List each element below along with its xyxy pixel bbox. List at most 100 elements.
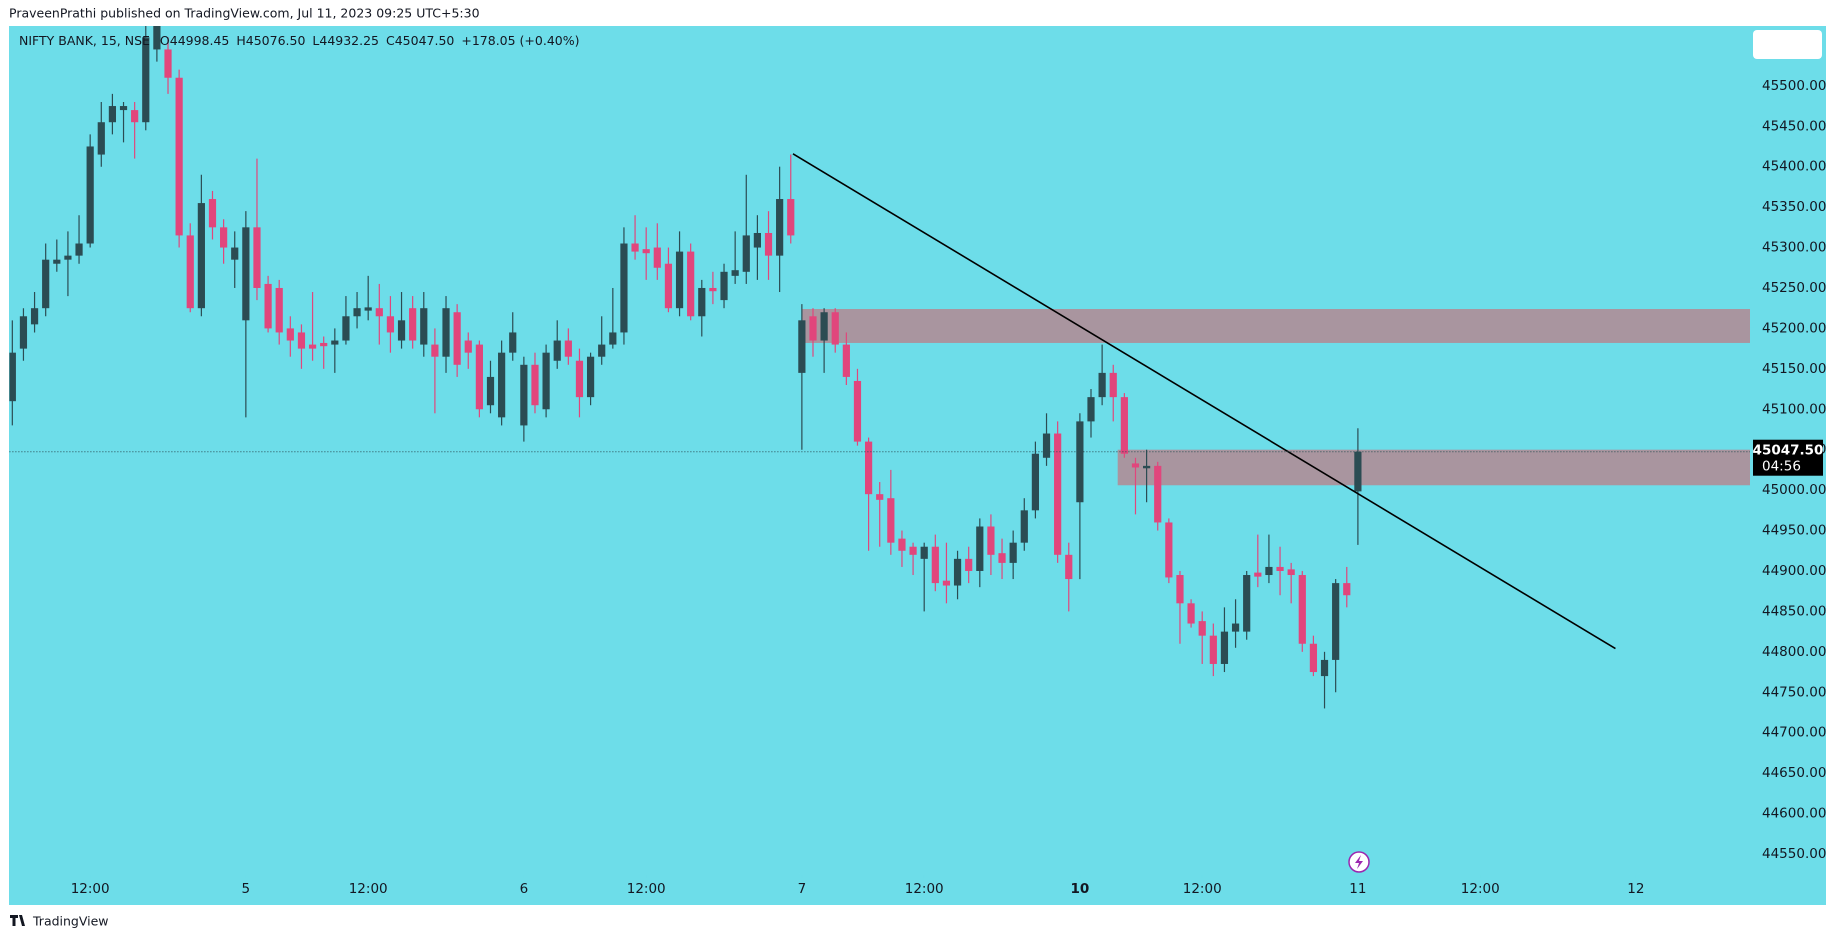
candle-body	[364, 307, 372, 311]
candle-body	[509, 332, 517, 353]
candle-body	[1009, 542, 1017, 563]
x-tick-label: 12:00	[349, 881, 388, 897]
candle-body	[208, 199, 217, 228]
plot-area	[9, 26, 1750, 709]
candle-body	[1198, 621, 1206, 636]
replay-icon[interactable]	[1348, 851, 1370, 873]
x-tick-label: 12:00	[627, 881, 666, 897]
x-tick-label: 5	[242, 881, 251, 897]
x-tick-label: 7	[798, 881, 807, 897]
candle-body	[1042, 433, 1051, 458]
candle-body	[698, 287, 706, 317]
ohlc-low: L44932.25	[312, 33, 379, 48]
candle-body	[331, 340, 339, 345]
candle-body	[1343, 583, 1351, 596]
y-tick-label: 44950.00	[1762, 523, 1826, 539]
candle-body	[953, 558, 962, 586]
candle-body	[119, 106, 128, 111]
candle-body	[842, 344, 850, 377]
candle-body	[253, 227, 261, 288]
zone	[1117, 449, 1750, 486]
countdown-label: 04:56	[1762, 459, 1801, 475]
candle-body	[75, 243, 83, 256]
candle-body	[764, 232, 773, 256]
candle-body	[887, 498, 895, 543]
candle-body	[231, 247, 239, 260]
candle-body	[1143, 465, 1151, 469]
plot: 44550.00 44600.00 44650.00 44700.00 44750.00…	[9, 26, 1826, 897]
candle-body	[420, 308, 428, 345]
candle-body	[620, 243, 628, 333]
y-tick-label: 45000.00	[1762, 482, 1826, 498]
candle-body	[1165, 522, 1173, 578]
candle-body	[720, 271, 728, 301]
y-tick-label: 45150.00	[1762, 361, 1826, 377]
candle-body	[965, 558, 973, 571]
candle-body	[486, 376, 495, 406]
x-tick-label: 12:00	[71, 881, 110, 897]
y-tick-label: 44550.00	[1762, 846, 1826, 862]
ohlc-close: C45047.50	[386, 33, 454, 48]
last-price-box	[1753, 439, 1823, 476]
candle-body	[675, 251, 684, 309]
candle-body	[1243, 575, 1251, 632]
y-tick-label: 44750.00	[1762, 684, 1826, 700]
candle-body	[787, 199, 795, 236]
icon-bolt[interactable]	[1355, 855, 1363, 869]
ohlc-change: +178.05 (+0.40%)	[461, 33, 579, 48]
candle-body	[1187, 603, 1195, 624]
y-tick-label: 45450.00	[1762, 118, 1826, 134]
y-tick-label: 45300.00	[1762, 240, 1826, 256]
candle-body	[1354, 451, 1362, 492]
candle-body	[1254, 572, 1262, 577]
y-tick-label: 44900.00	[1762, 563, 1826, 579]
candle-body	[553, 340, 561, 361]
candle-body	[242, 227, 250, 321]
x-tick-label: 6	[520, 881, 529, 897]
candle-body	[442, 308, 450, 357]
candle-body	[1098, 372, 1106, 398]
footer-brand: TradingView	[32, 914, 109, 929]
candle-body	[642, 249, 650, 254]
candle-body	[1109, 372, 1117, 398]
candle-body	[53, 259, 61, 264]
trendline	[792, 153, 1616, 650]
candle-body	[275, 287, 283, 333]
candle-body	[386, 316, 395, 333]
candle-body	[175, 77, 183, 236]
candle-body	[598, 344, 606, 357]
candle-body	[1332, 583, 1340, 660]
candle-body	[19, 316, 28, 349]
candle-body	[998, 553, 1006, 563]
candle-body	[864, 441, 873, 495]
candle-body	[831, 312, 839, 345]
candle-body	[942, 580, 951, 586]
candle-body	[731, 270, 739, 276]
candle-body	[453, 312, 461, 365]
candle-body	[320, 342, 328, 347]
candle-body	[631, 243, 639, 252]
candle-body	[909, 546, 917, 555]
candle-body	[409, 308, 417, 341]
candle-body	[264, 283, 272, 329]
candle-body	[820, 312, 828, 341]
ohlc-open: O44998.45	[160, 33, 229, 48]
candle-body	[753, 232, 761, 248]
candle-body	[809, 316, 817, 341]
candle-body	[131, 110, 139, 123]
candle-body	[976, 526, 984, 571]
candle-body	[798, 320, 806, 373]
y-tick-label: 45400.00	[1762, 159, 1826, 175]
y-tick-label: 45350.00	[1762, 199, 1826, 215]
candle-body	[586, 356, 595, 398]
y-tick-label: 45500.00	[1762, 78, 1826, 94]
candle-body	[1176, 575, 1184, 604]
candle-body	[776, 199, 784, 256]
candle-body	[898, 538, 906, 551]
candle-body	[920, 546, 928, 559]
candle-body	[142, 37, 150, 123]
x-tick-label: 12:00	[905, 881, 944, 897]
candle-body	[876, 494, 884, 500]
candle-body	[1231, 623, 1240, 632]
